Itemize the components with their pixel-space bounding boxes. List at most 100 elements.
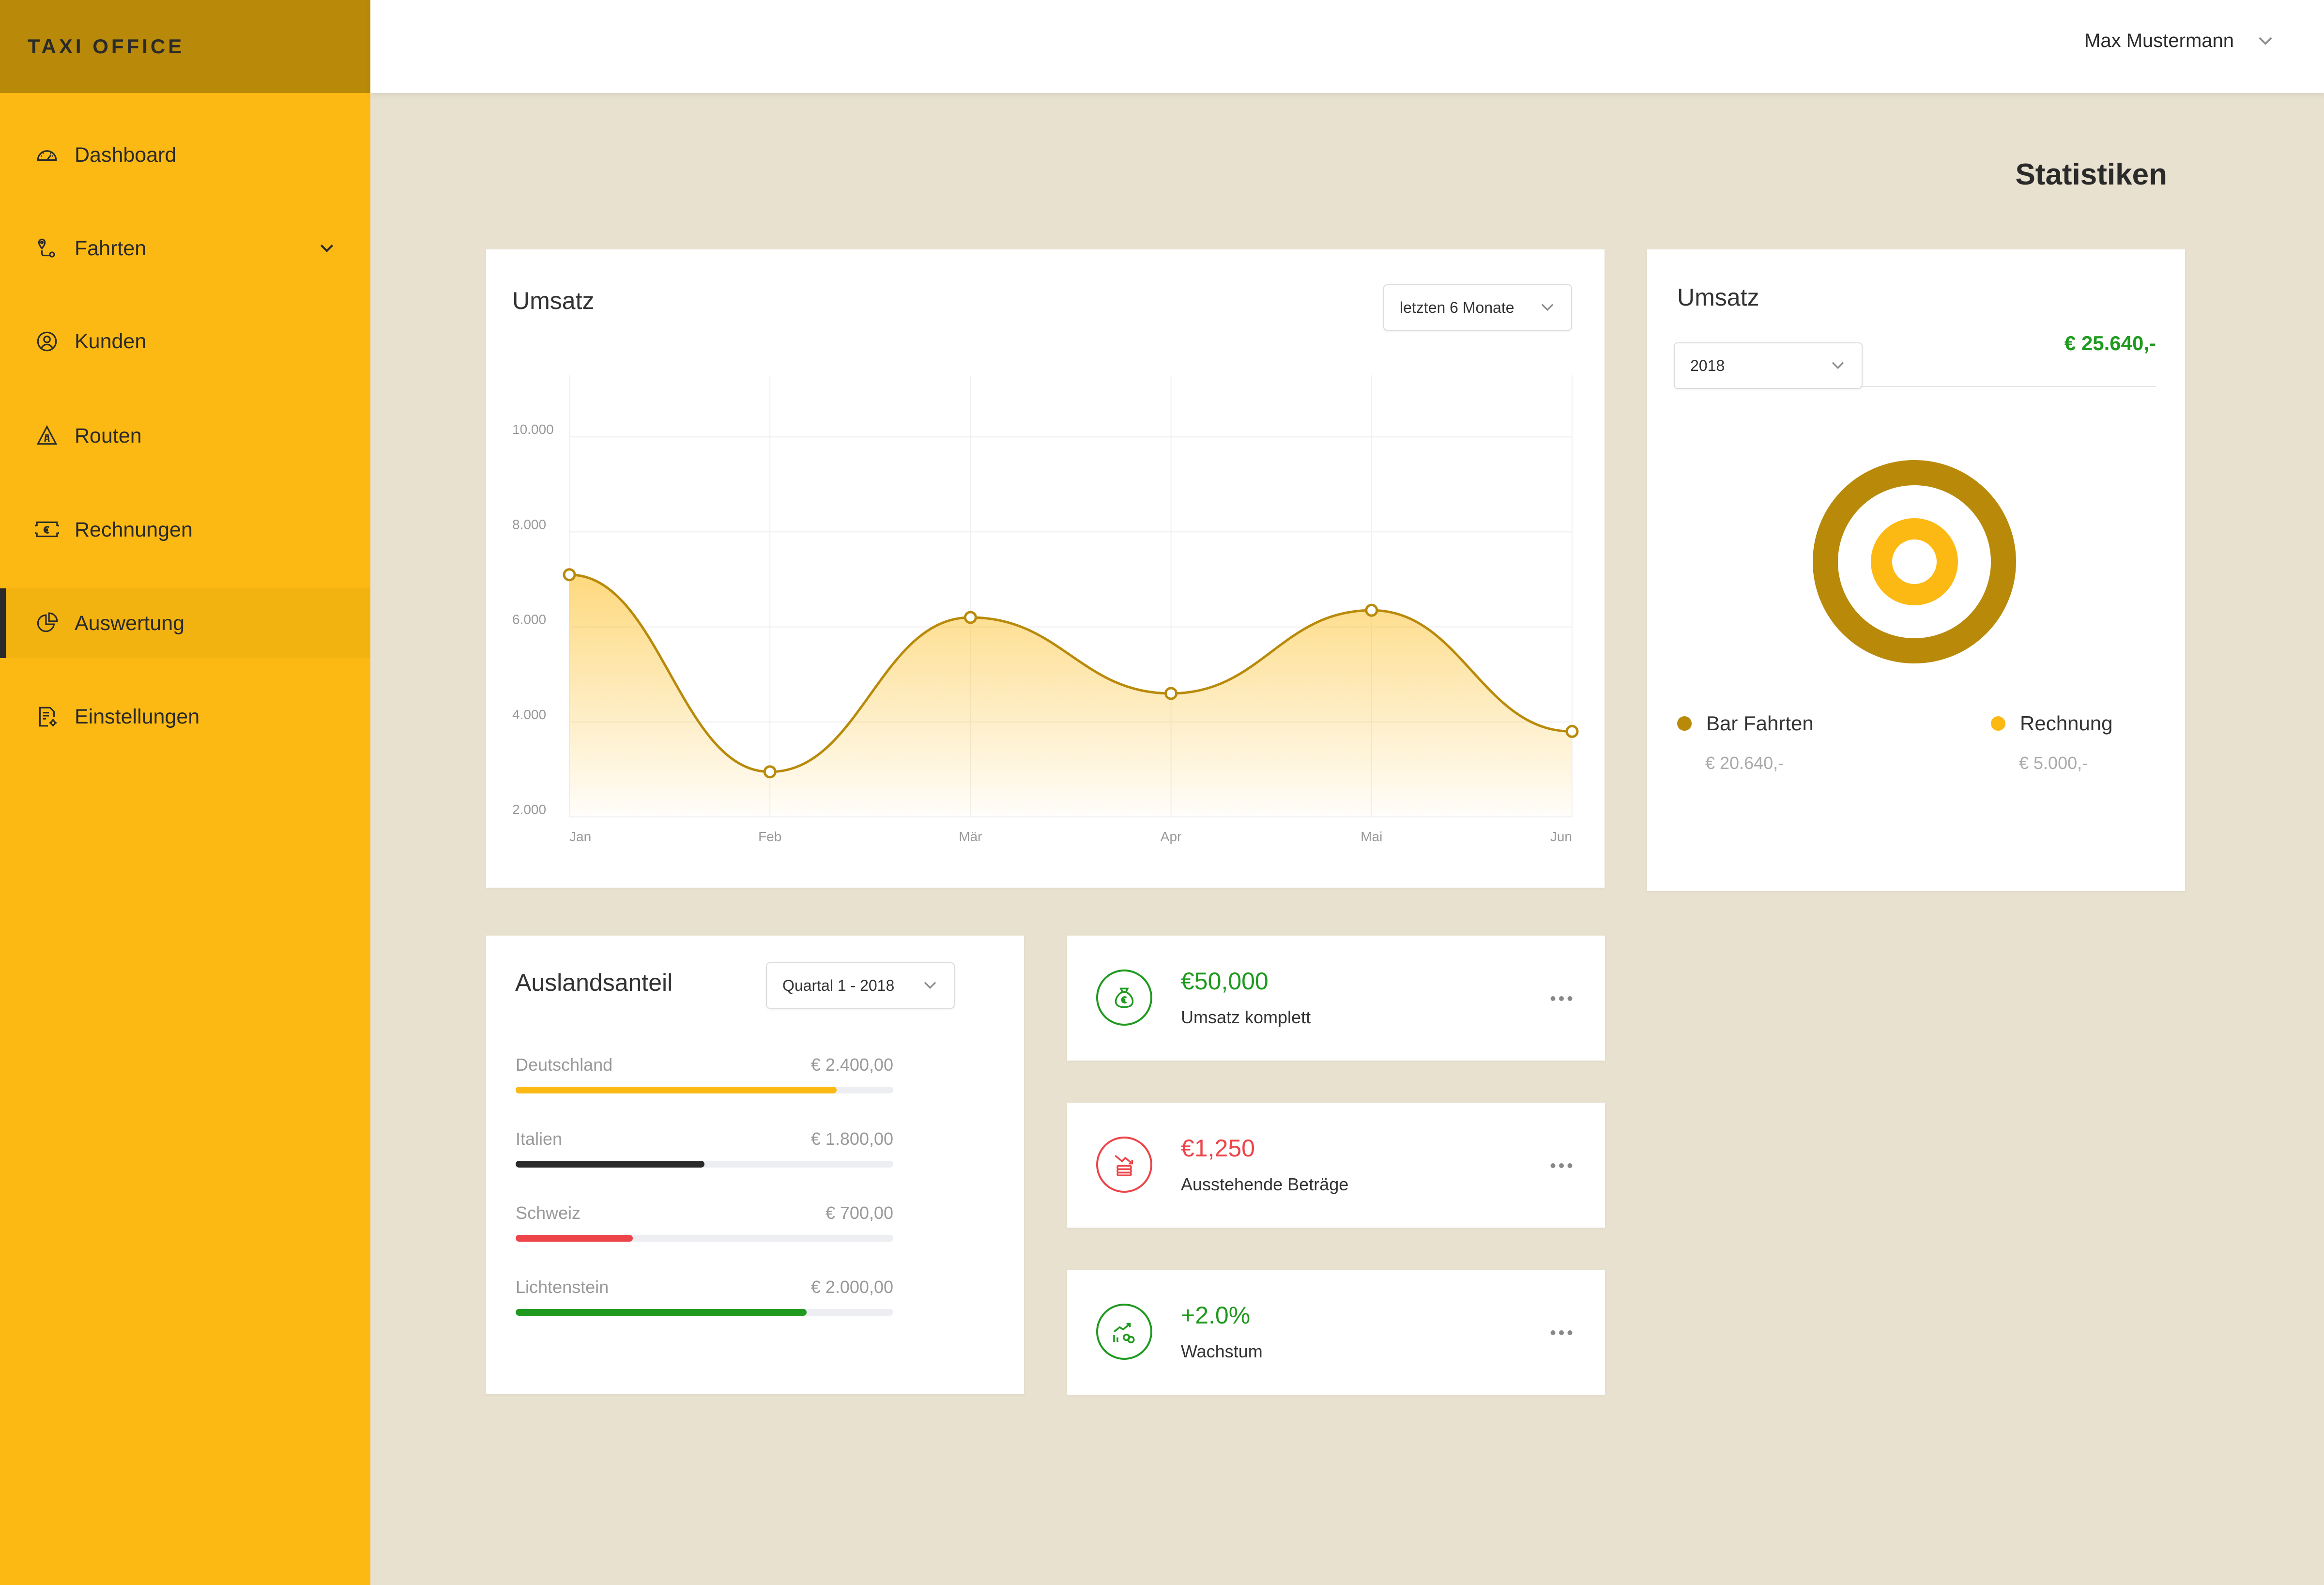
sidebar-item-label: Einstellungen xyxy=(75,705,200,728)
revenue-total: € 25.640,- xyxy=(2064,332,2156,354)
x-tick-label: Feb xyxy=(758,829,781,844)
divider xyxy=(1860,386,2156,387)
stat-label: Wachstum xyxy=(1181,1341,1263,1361)
progress-fill xyxy=(516,1161,704,1168)
top-bar: Max Mustermann xyxy=(370,0,2324,93)
card-title: Umsatz xyxy=(1677,284,1759,311)
y-tick-label: 2.000 xyxy=(512,802,546,817)
chevron-down-icon xyxy=(2259,37,2272,45)
quarter-select[interactable]: Quartal 1 - 2018 xyxy=(766,962,955,1009)
sidebar-item-label: Kunden xyxy=(75,329,147,353)
more-options-icon[interactable] xyxy=(1547,1318,1576,1347)
country-value: € 2.400,00 xyxy=(810,1055,893,1075)
progress-fill xyxy=(516,1235,633,1242)
country-row-lichtenstein: Lichtenstein € 2.000,00 xyxy=(516,1277,893,1316)
sidebar-item-einstellungen[interactable]: Einstellungen xyxy=(0,682,370,752)
brand: TAXI OFFICE xyxy=(0,0,370,93)
revenue-line-chart: 10.000 8.000 6.000 4.000 2.000 Jan Feb Mär Apr Ma… xyxy=(512,375,1579,844)
year-select[interactable]: 2018 xyxy=(1674,342,1863,389)
y-tick-label: 4.000 xyxy=(512,707,546,722)
range-select[interactable]: letzten 6 Monate xyxy=(1383,284,1572,331)
range-select-value: letzten 6 Monate xyxy=(1400,298,1514,316)
country-label: Italien xyxy=(516,1129,563,1149)
country-value: € 2.000,00 xyxy=(810,1277,893,1297)
stat-label: Umsatz komplett xyxy=(1181,1007,1311,1027)
country-value: € 1.800,00 xyxy=(810,1129,893,1149)
more-options-icon[interactable] xyxy=(1547,1151,1576,1180)
user-circle-icon xyxy=(34,328,60,354)
progress-track xyxy=(516,1087,893,1093)
y-tick-label: 6.000 xyxy=(512,612,546,627)
stat-card-umsatz: €50,000 Umsatz komplett xyxy=(1067,936,1605,1061)
sidebar-item-label: Auswertung xyxy=(75,611,185,635)
legend-dot xyxy=(1991,716,2005,731)
chevron-down-icon[interactable] xyxy=(317,239,336,258)
data-point[interactable] xyxy=(763,765,777,779)
gauge-icon xyxy=(34,142,60,168)
progress-track xyxy=(516,1161,893,1168)
chevron-down-icon xyxy=(1832,362,1844,369)
sidebar-item-auswertung[interactable]: Auswertung xyxy=(0,588,370,658)
legend-value: € 5.000,- xyxy=(2019,753,2088,773)
legend-label: Bar Fahrten xyxy=(1706,712,1814,735)
pie-chart-icon xyxy=(34,610,60,636)
chevron-down-icon xyxy=(924,982,936,989)
user-name: Max Mustermann xyxy=(2084,30,2234,51)
data-point[interactable] xyxy=(563,568,576,582)
road-sign-icon xyxy=(34,423,60,449)
progress-fill xyxy=(516,1087,837,1093)
legend-value: € 20.640,- xyxy=(1705,753,1784,773)
data-point[interactable] xyxy=(1164,687,1178,700)
sidebar-item-rechnungen[interactable]: Rechnungen xyxy=(0,495,370,565)
sidebar-item-label: Rechnungen xyxy=(75,518,193,541)
legend-item-rechnung: Rechnung xyxy=(1991,712,2112,735)
sidebar-item-routen[interactable]: Routen xyxy=(0,401,370,471)
settings-doc-icon xyxy=(34,704,60,730)
sidebar: TAXI OFFICE Dashboard Fahrten Kunden Rou… xyxy=(0,0,370,1585)
stat-value: €50,000 xyxy=(1181,968,1269,995)
money-bag-icon xyxy=(1096,969,1152,1026)
data-point[interactable] xyxy=(1365,603,1378,617)
x-tick-label: Jan xyxy=(569,829,591,844)
sidebar-item-label: Dashboard xyxy=(75,143,177,167)
growth-chart-icon xyxy=(1096,1304,1152,1360)
data-point[interactable] xyxy=(963,611,977,624)
brand-title: TAXI OFFICE xyxy=(28,35,185,58)
sidebar-item-dashboard[interactable]: Dashboard xyxy=(0,120,370,190)
revenue-chart-card: Umsatz letzten 6 Monate 10.000 8.000 6.000… xyxy=(486,249,1605,888)
x-tick-label: Mär xyxy=(959,829,982,844)
country-row-deutschland: Deutschland € 2.400,00 xyxy=(516,1055,893,1093)
stat-label: Ausstehende Beträge xyxy=(1181,1174,1349,1194)
quarter-select-value: Quartal 1 - 2018 xyxy=(782,976,895,994)
progress-track xyxy=(516,1309,893,1316)
progress-fill xyxy=(516,1309,807,1316)
x-tick-label: Jun xyxy=(1550,829,1572,844)
revenue-donut-chart xyxy=(1813,460,2016,663)
stat-card-wachstum: +2.0% Wachstum xyxy=(1067,1270,1605,1395)
chevron-down-icon xyxy=(1541,304,1554,311)
donut-slice-rechnung xyxy=(1871,518,1958,605)
sidebar-item-fahrten[interactable]: Fahrten xyxy=(0,214,370,283)
country-label: Lichtenstein xyxy=(516,1277,609,1297)
card-title: Auslandsanteil xyxy=(515,969,673,996)
legend-dot xyxy=(1677,716,1692,731)
country-label: Schweiz xyxy=(516,1203,581,1223)
user-menu[interactable]: Max Mustermann xyxy=(2084,30,2276,52)
x-tick-label: Apr xyxy=(1161,829,1182,844)
sidebar-item-kunden[interactable]: Kunden xyxy=(0,307,370,376)
stat-card-ausstehend: €1,250 Ausstehende Beträge xyxy=(1067,1103,1605,1228)
legend-label: Rechnung xyxy=(2020,712,2113,735)
sidebar-item-label: Fahrten xyxy=(75,236,147,260)
page-title: Statistiken xyxy=(2015,158,2167,191)
data-point[interactable] xyxy=(1565,724,1579,738)
x-tick-label: Mai xyxy=(1361,829,1382,844)
route-pin-icon xyxy=(34,235,60,262)
year-select-value: 2018 xyxy=(1690,356,1725,374)
donut-slice-bar-fahrten xyxy=(1813,460,2016,663)
revenue-area xyxy=(569,574,1572,817)
stat-value: €1,250 xyxy=(1181,1135,1255,1162)
more-options-icon[interactable] xyxy=(1547,984,1576,1013)
card-title: Umsatz xyxy=(512,287,595,314)
country-row-italien: Italien € 1.800,00 xyxy=(516,1129,893,1168)
legend-item-bar-fahrten: Bar Fahrten xyxy=(1677,712,1814,735)
